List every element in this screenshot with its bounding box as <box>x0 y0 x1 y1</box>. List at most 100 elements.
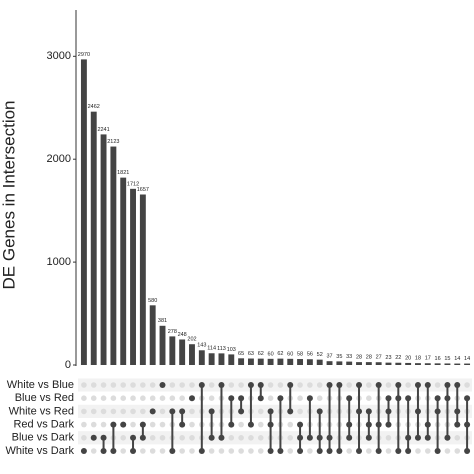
value-label: 23 <box>385 355 391 361</box>
matrix-dot-empty <box>228 448 235 454</box>
matrix-dot <box>395 382 402 388</box>
bar <box>287 358 294 365</box>
matrix-dot-empty <box>90 421 97 428</box>
bar <box>326 361 333 365</box>
value-label: 62 <box>258 351 264 357</box>
matrix-dot <box>247 421 254 428</box>
matrix-dot <box>424 382 431 388</box>
matrix-dot <box>100 448 107 454</box>
matrix-dot-empty <box>120 395 127 402</box>
bar <box>464 363 471 365</box>
bar <box>375 362 382 365</box>
bar <box>277 358 284 365</box>
value-label: 63 <box>248 351 254 357</box>
matrix-dot-empty <box>81 408 87 415</box>
matrix-dot <box>454 408 461 415</box>
matrix-dot <box>149 408 156 415</box>
matrix-dot-empty <box>130 382 136 388</box>
matrix-dot <box>257 382 264 388</box>
matrix-dot-empty <box>100 382 107 388</box>
set-label: White vs Blue <box>7 379 74 391</box>
matrix-dot <box>464 395 471 402</box>
matrix-dot <box>297 434 304 441</box>
matrix-dot-empty <box>130 395 136 402</box>
matrix-dot-empty <box>297 382 303 388</box>
bar <box>346 361 353 365</box>
matrix-dot-empty <box>307 382 313 388</box>
matrix-dot-empty <box>287 421 294 428</box>
matrix-dot <box>80 448 87 454</box>
matrix-dot <box>326 448 333 454</box>
bar <box>415 363 421 365</box>
matrix-dot-empty <box>159 395 166 402</box>
matrix-dot <box>90 434 97 441</box>
matrix-dot <box>464 448 471 454</box>
bar <box>100 134 107 365</box>
matrix-dot <box>267 408 274 415</box>
matrix-dot <box>267 448 274 454</box>
bar <box>257 358 264 365</box>
matrix-dot <box>277 448 284 454</box>
value-label: 2462 <box>88 104 100 110</box>
bar <box>169 336 176 365</box>
value-label: 20 <box>405 355 411 361</box>
matrix-dot <box>306 395 313 402</box>
value-label: 56 <box>307 352 313 358</box>
matrix-dot-empty <box>267 395 274 402</box>
value-label: 17 <box>425 356 431 362</box>
bar <box>444 363 451 365</box>
matrix-dot-empty <box>444 448 451 454</box>
matrix-dot <box>405 395 412 402</box>
matrix-dot-empty <box>257 435 264 441</box>
matrix-dot-empty <box>238 421 244 428</box>
matrix-dot <box>405 434 412 441</box>
matrix-dot <box>405 448 412 454</box>
matrix-dot-empty <box>297 395 303 402</box>
bar <box>80 59 87 366</box>
matrix-dot-empty <box>208 395 215 402</box>
matrix-dot-empty <box>208 382 215 388</box>
bar <box>179 339 186 365</box>
matrix-dot-empty <box>385 382 392 388</box>
matrix-dot-empty <box>149 395 156 402</box>
value-label: 27 <box>376 355 382 361</box>
matrix-dot-empty <box>169 395 176 402</box>
bar <box>454 363 461 365</box>
matrix-dot-empty <box>179 435 185 441</box>
matrix-dot-empty <box>307 448 313 454</box>
matrix-dot-empty <box>120 382 127 388</box>
matrix-dot <box>287 408 294 415</box>
matrix-dot-empty <box>366 448 372 454</box>
y-tick-label: 0 <box>65 359 71 371</box>
matrix-dot-empty <box>257 408 264 415</box>
matrix-dot <box>414 382 421 388</box>
matrix-dot <box>297 448 304 454</box>
matrix-dot-empty <box>110 382 117 388</box>
matrix-dot-empty <box>120 408 127 415</box>
matrix-dot <box>139 434 146 441</box>
matrix-dot <box>306 434 313 441</box>
matrix-dot <box>257 395 264 402</box>
bar <box>139 194 146 365</box>
value-label: 113 <box>217 346 226 352</box>
set-label: Red vs Dark <box>13 419 74 431</box>
value-label: 62 <box>277 351 283 357</box>
matrix-dot <box>385 421 392 428</box>
matrix-dot-empty <box>81 435 87 441</box>
bar <box>267 358 274 365</box>
bar <box>316 359 323 365</box>
matrix-dot <box>247 382 254 388</box>
matrix-dot-empty <box>346 448 352 454</box>
matrix-dot <box>188 395 195 402</box>
matrix-dot-empty <box>248 435 254 441</box>
value-label: 58 <box>297 351 303 357</box>
bar <box>356 362 362 365</box>
matrix-dot <box>198 382 205 388</box>
bar <box>247 358 254 365</box>
matrix-dot-empty <box>238 435 244 441</box>
matrix-dot <box>238 408 245 415</box>
value-label: 14 <box>464 356 470 362</box>
matrix-dot-empty <box>464 382 470 388</box>
value-label: 35 <box>336 354 342 360</box>
matrix-dot-empty <box>189 448 195 454</box>
